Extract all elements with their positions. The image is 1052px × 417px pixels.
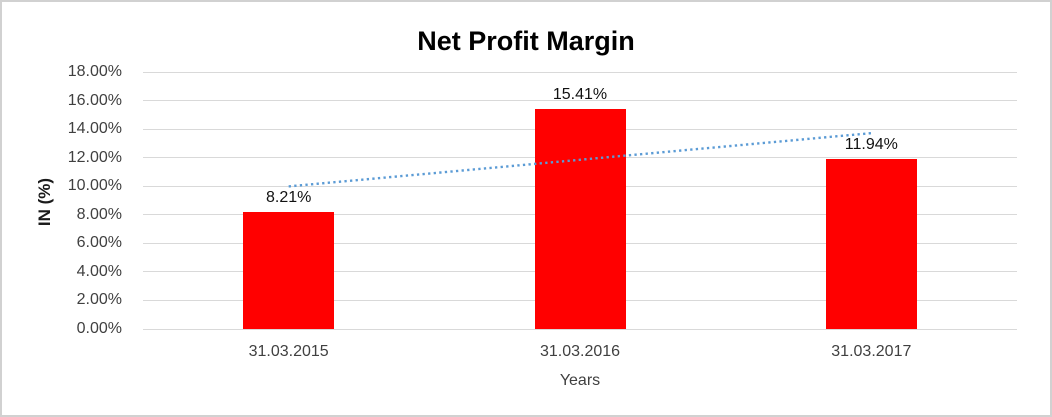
chart-title: Net Profit Margin [417, 26, 635, 56]
y-axis-tick-label: 0.00% [76, 320, 122, 337]
y-axis-tick-label: 14.00% [67, 120, 122, 138]
y-axis-tick-label: 16.00% [67, 91, 122, 109]
bar-31.03.2015 [243, 211, 335, 329]
y-axis-tick-label: 2.00% [76, 291, 122, 309]
x-axis-category-label: 31.03.2016 [539, 343, 621, 360]
gridline [143, 100, 1017, 102]
y-axis-tick-label: 18.00% [67, 63, 122, 80]
y-axis-tick-label: 4.00% [76, 262, 122, 280]
bar-31.03.2017 [825, 158, 917, 329]
trendline [288, 131, 872, 188]
x-axis-category-label: 31.03.2015 [248, 343, 329, 360]
x-axis-category-label: 31.03.2017 [831, 343, 912, 360]
trendline-line [288, 131, 872, 188]
gridline [143, 71, 1017, 73]
data-label: 11.94% [844, 135, 898, 153]
gridline [143, 328, 1017, 330]
y-axis-tick-label: 6.00% [76, 234, 122, 252]
y-axis-tick-label: 12.00% [67, 148, 122, 166]
y-axis-tick-label: 8.00% [76, 205, 122, 223]
data-label: 8.21% [265, 188, 312, 206]
bar-31.03.2016 [534, 108, 626, 329]
plot-area: 8.21% 15.41% 11.94% [143, 71, 1017, 330]
x-axis-title: Years [559, 372, 601, 389]
data-label: 15.41% [552, 85, 608, 103]
y-axis-tick-label: 10.00% [67, 177, 122, 195]
